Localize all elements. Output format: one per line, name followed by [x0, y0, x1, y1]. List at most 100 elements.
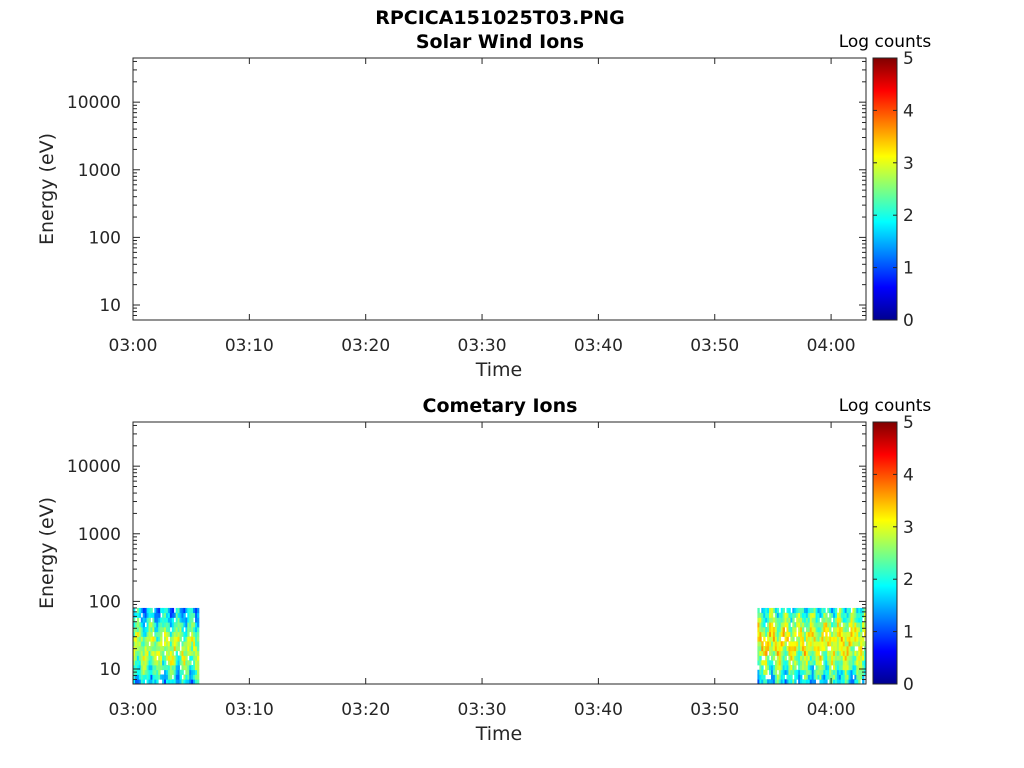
spectrogram-cell	[860, 631, 863, 637]
spectrogram-cell	[840, 650, 844, 656]
spectrogram-cell	[164, 626, 167, 633]
spectrogram-cell	[136, 636, 140, 642]
spectrogram-cell	[846, 617, 849, 623]
spectrogram-cell	[167, 641, 171, 647]
plot-frame	[132, 421, 867, 685]
spectrogram-cell	[140, 626, 144, 633]
spectrogram-cell	[164, 655, 167, 661]
spectrogram-cell	[850, 655, 853, 661]
spectrogram-cell	[177, 622, 180, 628]
spectrogram-cell	[179, 669, 182, 675]
spectrogram-cell	[193, 641, 196, 647]
spectrogram-cell	[848, 664, 851, 671]
spectrogram-cell	[763, 650, 766, 656]
spectrogram-cell	[196, 626, 200, 633]
spectrogram-cell	[856, 655, 859, 661]
spectrogram-cell	[776, 622, 780, 628]
spectrogram-cell	[177, 664, 180, 671]
spectrogram-cell	[150, 650, 153, 656]
spectrogram-cell	[792, 612, 795, 618]
spectrogram-cell	[133, 674, 136, 680]
spectrogram-cell	[769, 679, 772, 685]
spectrogram-cell	[175, 617, 178, 623]
spectrogram-cell	[788, 631, 791, 637]
spectrogram-cell	[829, 655, 832, 661]
spectrogram-cell	[834, 664, 838, 671]
spectrogram-cell	[848, 645, 851, 652]
spectrogram-cell	[177, 674, 180, 680]
spectrogram-cell	[181, 617, 184, 623]
spectrogram-cell	[185, 617, 188, 623]
spectrogram-cell	[152, 636, 155, 642]
spectrogram-cell	[136, 660, 140, 666]
spectrogram-cell	[152, 612, 155, 618]
spectrogram-cell	[191, 669, 194, 675]
spectrogram-cell	[173, 674, 177, 680]
spectrogram-cell	[152, 641, 155, 647]
spectrogram-cell	[169, 641, 173, 647]
spectrogram-cell	[840, 645, 844, 652]
spectrogram-cell	[181, 631, 184, 637]
spectrogram-cell	[788, 664, 791, 671]
spectrogram-cell	[786, 660, 789, 666]
spectrogram-cell	[196, 650, 200, 656]
spectrogram-cell	[158, 660, 161, 666]
spectrogram-cell	[823, 645, 826, 652]
spectrogram-cell	[796, 660, 799, 666]
spectrogram-cell	[146, 612, 149, 618]
spectrogram-cell	[164, 679, 167, 685]
spectrogram-cell	[189, 645, 192, 652]
spectrogram-cell	[788, 626, 791, 633]
spectrogram-cell	[862, 660, 865, 666]
spectrogram-cell	[770, 641, 774, 647]
spectrogram-cell	[177, 679, 180, 685]
spectrogram-cell	[807, 650, 811, 656]
spectrogram-cell	[196, 645, 200, 652]
spectrogram-cell	[171, 669, 175, 675]
spectrogram-cell	[817, 631, 820, 637]
spectrogram-cell	[769, 641, 772, 647]
spectrogram-cell	[179, 631, 182, 637]
spectrogram-cell	[165, 641, 169, 647]
spectrogram-cell	[763, 669, 766, 675]
spectrogram-cell	[148, 650, 151, 656]
spectrogram-cell	[763, 674, 766, 680]
spectrogram-cell	[817, 622, 820, 628]
spectrogram-cell	[189, 626, 192, 633]
spectrogram-cell	[770, 612, 774, 618]
spectrogram-cell	[179, 626, 182, 633]
spectrogram-cell	[833, 679, 836, 685]
spectrogram-cell	[807, 669, 811, 675]
spectrogram-cell	[844, 660, 848, 666]
spectrogram-cell	[181, 626, 184, 633]
spectrogram-cell	[840, 679, 844, 685]
spectrogram-cell	[790, 650, 793, 656]
spectrogram-cell	[774, 622, 778, 628]
colorbar-tick-label: 5	[903, 49, 914, 69]
spectrogram-cell	[765, 679, 768, 685]
spectrogram-cell	[140, 617, 144, 623]
spectrogram-cell	[146, 660, 149, 666]
spectrogram-cell	[154, 660, 157, 666]
spectrogram-cell	[829, 669, 832, 675]
spectrogram-cell	[770, 622, 774, 628]
spectrogram-cell	[838, 655, 842, 661]
spectrogram-cell	[809, 631, 813, 637]
spectrogram-cell	[769, 631, 772, 637]
spectrogram-cell	[854, 636, 857, 642]
spectrogram-cell	[136, 612, 140, 618]
spectrogram-cell	[856, 650, 859, 656]
spectrogram-cell	[796, 669, 799, 675]
spectrogram-cell	[864, 631, 867, 637]
spectrogram-cell	[774, 641, 778, 647]
spectrogram-cell	[846, 660, 849, 666]
spectrogram-cell	[788, 645, 791, 652]
spectrogram-cell	[769, 645, 772, 652]
spectrogram-cell	[782, 679, 785, 685]
spectrogram-cell	[167, 679, 171, 685]
spectrogram-cell	[160, 641, 163, 647]
spectrogram-cell	[165, 664, 169, 671]
spectrogram-cell	[133, 617, 136, 623]
spectrogram-cell	[780, 674, 784, 680]
spectrogram-cell	[148, 636, 151, 642]
